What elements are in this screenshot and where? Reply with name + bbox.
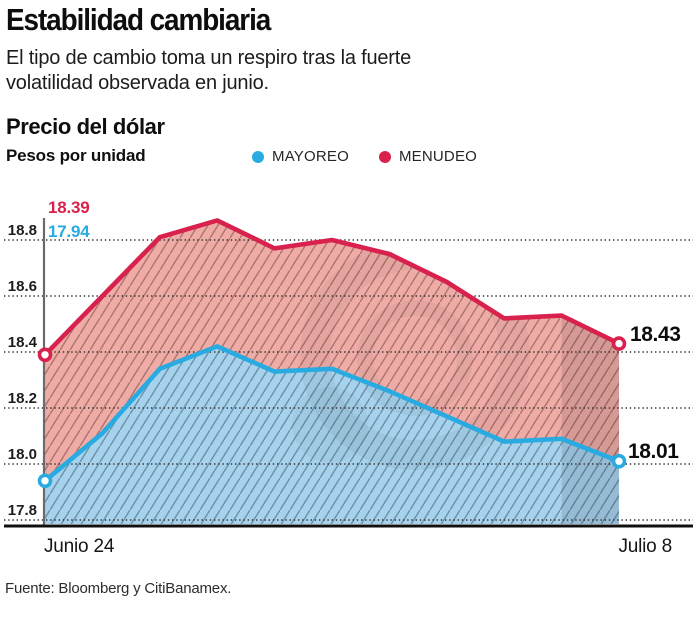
start-value-mayoreo: 17.94 <box>48 222 90 241</box>
y-tick-label: 18.0 <box>8 446 37 463</box>
marker-mayoreo <box>37 473 53 489</box>
end-value-menudeo: 18.43 <box>630 323 681 346</box>
legend-dot-mayoreo <box>252 150 264 163</box>
legend-item-menudeo: MENUDEO <box>378 148 478 165</box>
legend-label-mayoreo: MAYOREO <box>272 148 349 165</box>
price-chart: 18.8 18.6 18.4 18.2 18.0 17.8 <box>4 218 693 528</box>
end-value-mayoreo: 18.01 <box>628 440 679 463</box>
x-axis-label-end: Julio 8 <box>618 536 672 557</box>
marker-mayoreo <box>611 453 627 469</box>
legend-dot-menudeo <box>378 150 391 163</box>
page-subtitle: El tipo de cambio toma un respiro tras l… <box>6 47 412 94</box>
chart-title: Precio del dólar <box>6 114 165 139</box>
source-note: Fuente: Bloomberg y CitiBanamex. <box>5 580 232 597</box>
y-tick-label: 18.2 <box>8 390 37 407</box>
highlight-band <box>561 220 619 524</box>
area-mayoreo <box>45 346 619 524</box>
line-menudeo <box>42 218 622 358</box>
chart-series-lines <box>42 218 622 484</box>
x-axis-label-start: Junio 24 <box>44 536 115 557</box>
chart-gridlines: 18.8 18.6 18.4 18.2 18.0 17.8 <box>4 222 693 521</box>
marker-menudeo <box>37 347 53 363</box>
marker-menudeo <box>611 336 627 351</box>
start-value-menudeo: 18.39 <box>48 198 90 217</box>
y-tick-label: 18.6 <box>8 278 37 295</box>
chart-units-label: Pesos por unidad <box>6 146 146 165</box>
y-tick-label: 17.8 <box>8 502 37 519</box>
y-tick-label: 18.8 <box>8 222 37 239</box>
chart-endpoint-markers <box>37 336 627 489</box>
chart-legend: MAYOREO MENUDEO <box>252 148 477 165</box>
y-tick-label: 18.4 <box>8 334 38 351</box>
legend-item-mayoreo: MAYOREO <box>252 148 349 165</box>
legend-label-menudeo: MENUDEO <box>398 148 478 165</box>
page-title: Estabilidad cambiaria <box>6 2 271 37</box>
line-mayoreo <box>42 344 622 484</box>
chart-area-fills <box>45 220 619 524</box>
